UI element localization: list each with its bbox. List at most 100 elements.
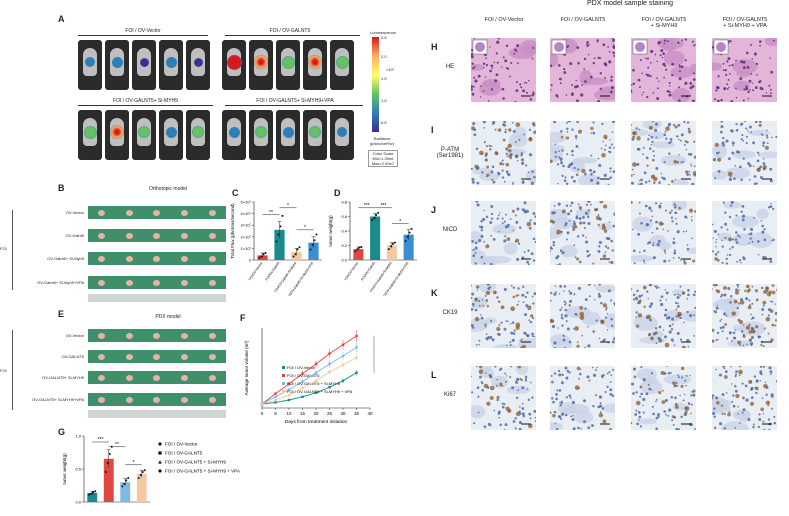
nucleus [636, 289, 639, 293]
nucleus [474, 79, 478, 83]
nucleus [686, 297, 689, 300]
nucleus [682, 160, 685, 163]
nucleus [742, 408, 746, 412]
positive-stain [478, 369, 484, 374]
positive-stain [748, 288, 751, 292]
nucleus [669, 211, 672, 214]
nucleus [662, 52, 665, 55]
nucleus [724, 211, 727, 214]
positive-stain [737, 405, 739, 408]
positive-stain [660, 370, 665, 376]
positive-stain [680, 366, 685, 371]
nucleus [691, 40, 695, 43]
nucleus [573, 166, 576, 170]
nucleus [728, 73, 731, 75]
nucleus [612, 224, 615, 228]
nucleus [518, 421, 522, 424]
nucleus [723, 427, 727, 430]
nucleus [684, 379, 687, 382]
positive-stain [497, 128, 502, 132]
nucleus [734, 389, 738, 393]
tissue-region [638, 418, 657, 425]
nucleus [521, 208, 525, 212]
nucleus [654, 327, 658, 330]
positive-stain [715, 289, 718, 292]
nucleus [638, 294, 642, 298]
tissue-region [759, 151, 777, 159]
nucleus [583, 57, 587, 61]
nucleus [571, 417, 575, 422]
nucleus [736, 150, 739, 154]
positive-stain [762, 366, 766, 368]
nucleus [607, 46, 609, 48]
data-point [127, 477, 130, 479]
nucleus [762, 141, 766, 145]
nucleus [673, 384, 677, 388]
nucleus [715, 89, 718, 92]
nucleus [471, 177, 475, 181]
nucleus [686, 310, 689, 314]
series-line [261, 357, 357, 405]
nucleus [520, 152, 524, 155]
nucleus [635, 127, 638, 130]
positive-stain [680, 384, 684, 389]
positive-stain [734, 384, 737, 388]
nucleus [588, 295, 591, 298]
nucleus [506, 320, 509, 323]
colorbar-unit: Radiance (p/sec/cm²/sr) [369, 136, 395, 146]
nucleus [571, 163, 573, 166]
tissue-region [559, 245, 578, 258]
nucleus [648, 134, 650, 137]
nucleus [656, 60, 658, 63]
nucleus [685, 148, 688, 151]
nucleus [500, 66, 503, 68]
tissue-region [712, 62, 723, 71]
positive-stain [515, 122, 521, 128]
nucleus [555, 393, 558, 396]
positive-stain [690, 403, 693, 406]
nucleus [474, 241, 478, 245]
tissue-region [492, 223, 517, 235]
data-point [373, 216, 376, 219]
nucleus [599, 72, 603, 75]
nucleus [527, 398, 531, 402]
positive-stain [550, 219, 554, 223]
positive-stain [579, 208, 582, 211]
nucleus [715, 339, 718, 342]
stain-row-label: Ki67 [443, 392, 456, 398]
nucleus [586, 43, 589, 46]
nucleus [759, 121, 762, 123]
nucleus [528, 128, 532, 131]
nucleus [672, 241, 676, 245]
nucleus [565, 182, 569, 185]
stain-image [712, 38, 777, 102]
tissue-region [663, 50, 685, 67]
nucleus [655, 136, 658, 139]
nucleus [693, 335, 696, 337]
nucleus [564, 366, 568, 370]
mouse-row [222, 110, 354, 160]
nucleus [524, 375, 528, 379]
nucleus [503, 239, 507, 243]
colorbar-tick: 2.5 [381, 35, 387, 40]
mouse-image [330, 110, 354, 160]
tissue-strip [88, 371, 226, 384]
data-point [387, 248, 390, 251]
nucleus [651, 389, 653, 391]
nucleus [499, 212, 501, 214]
nucleus [734, 164, 737, 167]
y-axis-label: Average tumor volume (m³) [244, 340, 249, 395]
positive-stain [485, 290, 491, 296]
nucleus [684, 38, 688, 41]
positive-stain [488, 144, 491, 148]
nucleus [638, 415, 642, 419]
positive-stain [650, 174, 655, 179]
nucleus [648, 180, 651, 183]
foi-label: FOI [0, 246, 7, 251]
nucleus [686, 244, 689, 246]
mouse-image [186, 40, 210, 90]
nucleus [688, 170, 691, 173]
nucleus [631, 421, 633, 425]
series-point [274, 398, 277, 402]
